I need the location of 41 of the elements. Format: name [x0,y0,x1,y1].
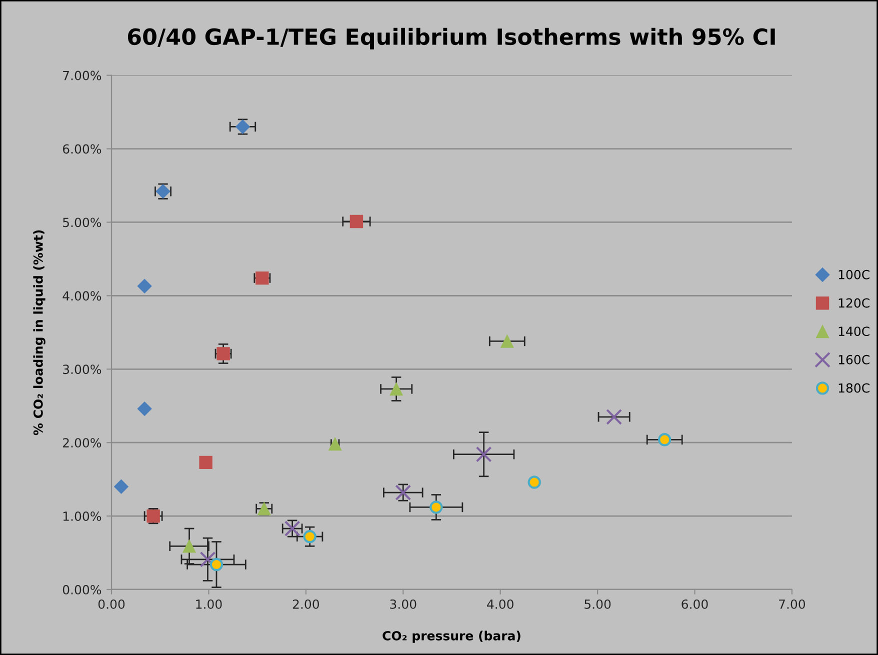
point [430,500,443,514]
point [137,278,152,294]
point [500,334,514,348]
y-tick-label: 5.00% [63,218,102,228]
y-axis-title: % CO₂ loading in liquid (%wt) [33,230,46,436]
y-tick-label: 3.00% [63,364,102,374]
y-tick-label: 4.00% [62,291,102,301]
point [390,382,403,396]
legend-label: 180C [838,383,870,393]
y-tick-label: 0.00% [62,584,102,594]
y-tick-label: 7.00% [63,70,102,80]
x-axis-title: CO₂ pressure (bara) [382,630,520,643]
point [199,456,212,470]
y-tick-label: 6.00% [62,144,102,154]
legend-label: 160C [838,354,870,364]
x-tick-label: 4.00 [487,599,514,609]
x-tick-label: 0.00 [98,599,125,609]
point [350,214,364,228]
point [528,476,541,489]
point [476,446,492,462]
point [182,540,196,553]
point [210,558,224,572]
chart-title: 60/40 GAP-1/TEG Equilibrium Isotherms with 95% CI [128,28,775,50]
point [303,530,316,544]
x-tick-label: 7.00 [779,599,806,609]
point [606,408,622,425]
x-tick-label: 5.00 [584,599,611,609]
legend-label: 120C [838,298,870,308]
x-tick-label: 2.00 [292,599,320,609]
point [328,437,342,451]
x-tick-label: 1.00 [196,599,222,609]
point [114,479,128,494]
y-tick-label: 2.00% [62,438,102,448]
point [200,551,216,568]
legend-label: 140C [838,326,870,336]
x-tick-label: 3.00 [390,599,416,609]
point [137,402,152,416]
y-tick-label: 1.00% [63,512,102,521]
legend-label: 100C [838,270,870,280]
x-tick-label: 6.00 [682,599,708,609]
point [658,433,672,446]
